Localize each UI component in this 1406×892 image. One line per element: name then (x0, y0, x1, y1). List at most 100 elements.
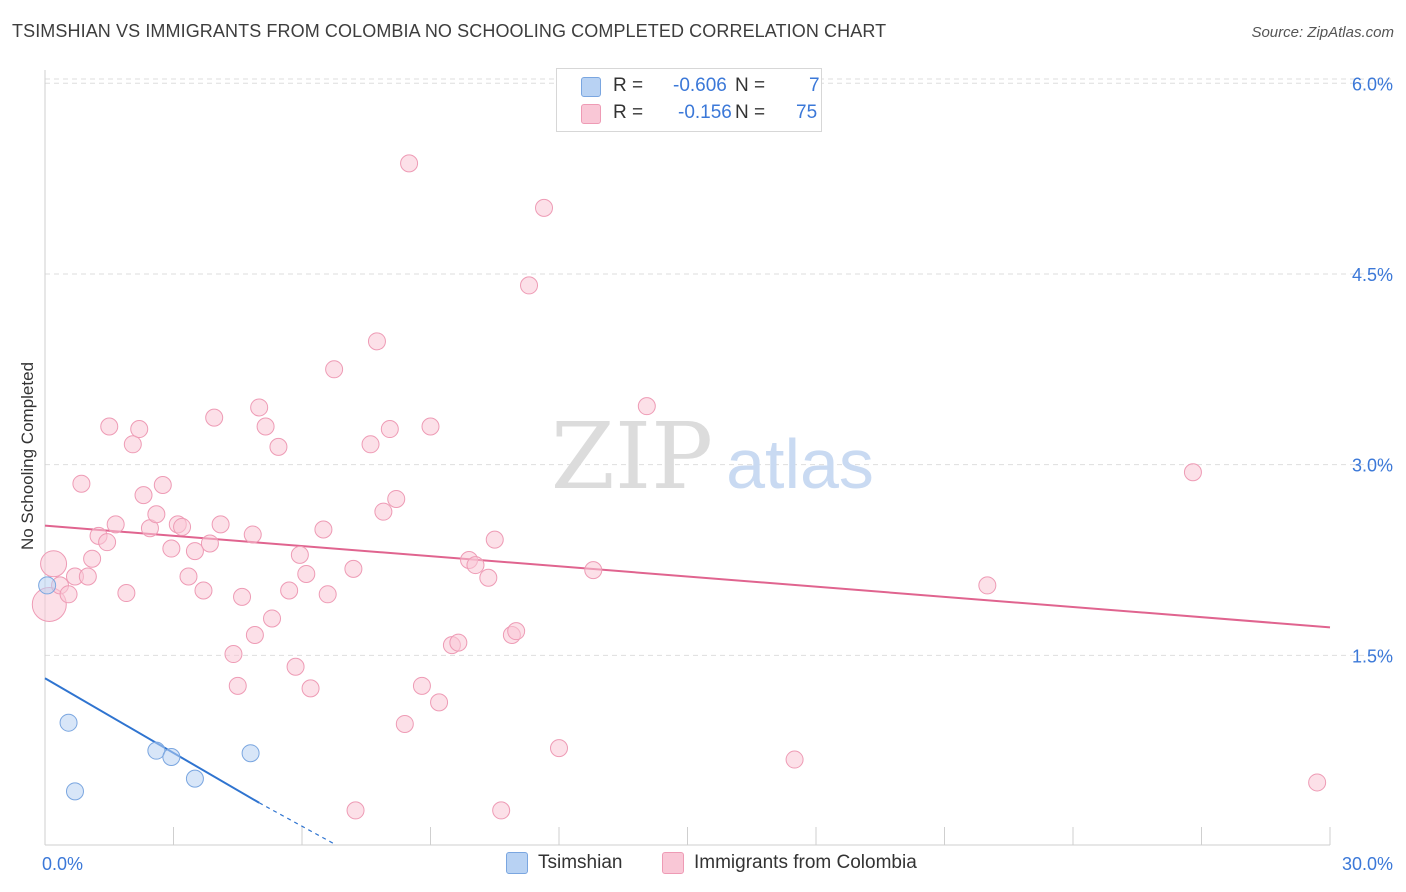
colombia-point (395, 714, 414, 733)
colombia-point (263, 609, 282, 628)
colombia-point (123, 435, 142, 454)
legend-swatch-colombia (581, 104, 601, 124)
colombia-point (1183, 463, 1202, 482)
axes (44, 70, 1331, 846)
tick-labels: 1.5% 3.0% 4.5% 6.0% 0.0% 30.0% (42, 74, 1393, 874)
legend-r-value: -0.606 (673, 75, 727, 96)
watermark-zip: ZIP (551, 403, 713, 510)
colombia-point (59, 585, 78, 604)
gridlines (45, 78, 1392, 656)
colombia-point (286, 657, 305, 676)
colombia-point (83, 549, 102, 568)
colombia-point (479, 568, 498, 587)
bottom-legend-label: Immigrants from Colombia (694, 852, 917, 873)
colombia-point (421, 417, 440, 436)
colombia-point (194, 581, 213, 600)
colombia-point (40, 550, 68, 578)
colombia-point (134, 486, 153, 505)
legend-swatch-tsimshian (581, 77, 601, 97)
legend-n-label: N = (735, 75, 766, 96)
colombia-point (78, 567, 97, 586)
colombia-point (492, 801, 511, 820)
colombia-point (785, 750, 804, 769)
colombia-point (179, 567, 198, 586)
colombia-point (297, 564, 316, 583)
colombia-point (374, 502, 393, 521)
tsimshian-point (185, 769, 204, 788)
legend: R = -0.606 N = 7 R = -0.156 N = 75 (556, 68, 822, 132)
colombia-point (314, 520, 333, 539)
tsimshian-trend-extension (258, 802, 337, 846)
colombia-point (318, 585, 337, 604)
colombia-point (256, 417, 275, 436)
colombia-point (200, 534, 219, 553)
colombia-point (224, 645, 243, 664)
colombia-point (280, 581, 299, 600)
data-points (31, 154, 1327, 820)
colombia-point (344, 559, 363, 578)
colombia-point (387, 489, 406, 508)
tsimshian-trend-line (44, 677, 260, 804)
legend-n-value: 7 (809, 75, 820, 96)
colombia-point (228, 676, 247, 695)
bottom-legend-colombia: Immigrants from Colombia (662, 852, 917, 874)
bottom-legend-swatch-tsimshian (506, 852, 528, 874)
colombia-point (245, 625, 264, 644)
y-tick-label: 4.5% (1352, 265, 1393, 285)
colombia-point (449, 633, 468, 652)
legend-n-value: 75 (796, 102, 818, 123)
colombia-point (485, 530, 504, 549)
bottom-legend-swatch-colombia (662, 852, 684, 874)
colombia-point (412, 676, 431, 695)
tsimshian-point (59, 713, 78, 732)
chart-title: TSIMSHIAN VS IMMIGRANTS FROM COLOMBIA NO… (12, 21, 887, 41)
colombia-point (637, 397, 656, 416)
colombia-point (98, 533, 117, 552)
tsimshian-point (162, 748, 181, 767)
tsimshian-point (241, 744, 260, 763)
colombia-point (301, 679, 320, 698)
colombia-point (130, 420, 149, 439)
bottom-legend-label: Tsimshian (538, 852, 623, 873)
tsimshian-point (38, 576, 57, 595)
colombia-point (117, 584, 136, 603)
y-tick-label: 6.0% (1352, 74, 1393, 94)
colombia-point (162, 539, 181, 558)
colombia-point (367, 332, 386, 351)
colombia-point (173, 517, 192, 536)
y-tick-label: 3.0% (1352, 456, 1393, 476)
tsimshian-point (147, 741, 166, 760)
colombia-point (211, 515, 230, 534)
watermark: ZIP atlas (551, 403, 874, 510)
colombia-point (106, 515, 125, 534)
colombia-point (290, 545, 309, 564)
colombia-point (1308, 773, 1327, 792)
colombia-point (584, 561, 603, 580)
colombia-point (185, 542, 204, 561)
colombia-point (243, 525, 262, 544)
colombia-point (466, 556, 485, 575)
colombia-point (520, 276, 539, 295)
colombia-point (380, 420, 399, 439)
source-label: Source: ZipAtlas.com (1251, 24, 1394, 41)
colombia-point (400, 154, 419, 173)
legend-r-label: R = (613, 75, 644, 96)
y-tick-label: 1.5% (1352, 646, 1393, 666)
x-tick-label: 30.0% (1342, 854, 1393, 874)
colombia-point (550, 739, 568, 758)
trend-lines (44, 524, 1331, 846)
colombia-point (361, 435, 380, 454)
legend-n-label: N = (735, 102, 766, 123)
legend-r-label: R = (613, 102, 644, 123)
x-tick-label: 0.0% (42, 854, 83, 874)
colombia-trend-line (44, 524, 1331, 629)
colombia-point (978, 576, 997, 595)
colombia-point (430, 693, 449, 712)
colombia-point (269, 437, 288, 456)
colombia-point (325, 360, 344, 379)
colombia-point (250, 398, 269, 417)
colombia-point (205, 408, 224, 427)
colombia-point (72, 474, 91, 493)
colombia-point (233, 587, 252, 606)
